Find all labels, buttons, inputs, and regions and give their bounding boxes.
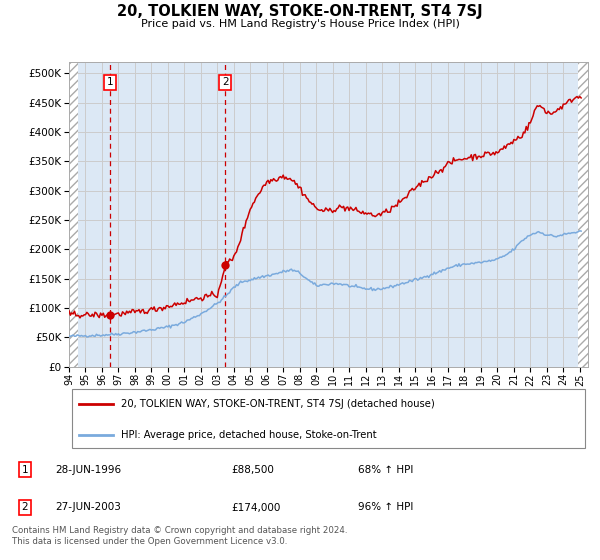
- Bar: [69, 62, 78, 367]
- Text: Price paid vs. HM Land Registry's House Price Index (HPI): Price paid vs. HM Land Registry's House …: [140, 19, 460, 29]
- Text: 1: 1: [107, 77, 113, 87]
- Text: 28-JUN-1996: 28-JUN-1996: [55, 465, 121, 475]
- Text: 96% ↑ HPI: 96% ↑ HPI: [358, 502, 413, 512]
- Bar: [578, 62, 589, 367]
- Text: 68% ↑ HPI: 68% ↑ HPI: [358, 465, 413, 475]
- Text: 20, TOLKIEN WAY, STOKE-ON-TRENT, ST4 7SJ (detached house): 20, TOLKIEN WAY, STOKE-ON-TRENT, ST4 7SJ…: [121, 399, 434, 409]
- Text: 20, TOLKIEN WAY, STOKE-ON-TRENT, ST4 7SJ: 20, TOLKIEN WAY, STOKE-ON-TRENT, ST4 7SJ: [117, 4, 483, 19]
- Text: 2: 2: [22, 502, 28, 512]
- Text: 1: 1: [22, 465, 28, 475]
- Text: 27-JUN-2003: 27-JUN-2003: [55, 502, 121, 512]
- Text: £174,000: £174,000: [231, 502, 280, 512]
- Text: 2: 2: [222, 77, 229, 87]
- Text: Contains HM Land Registry data © Crown copyright and database right 2024.
This d: Contains HM Land Registry data © Crown c…: [12, 526, 347, 546]
- FancyBboxPatch shape: [71, 389, 586, 448]
- Text: £88,500: £88,500: [231, 465, 274, 475]
- Text: HPI: Average price, detached house, Stoke-on-Trent: HPI: Average price, detached house, Stok…: [121, 430, 377, 440]
